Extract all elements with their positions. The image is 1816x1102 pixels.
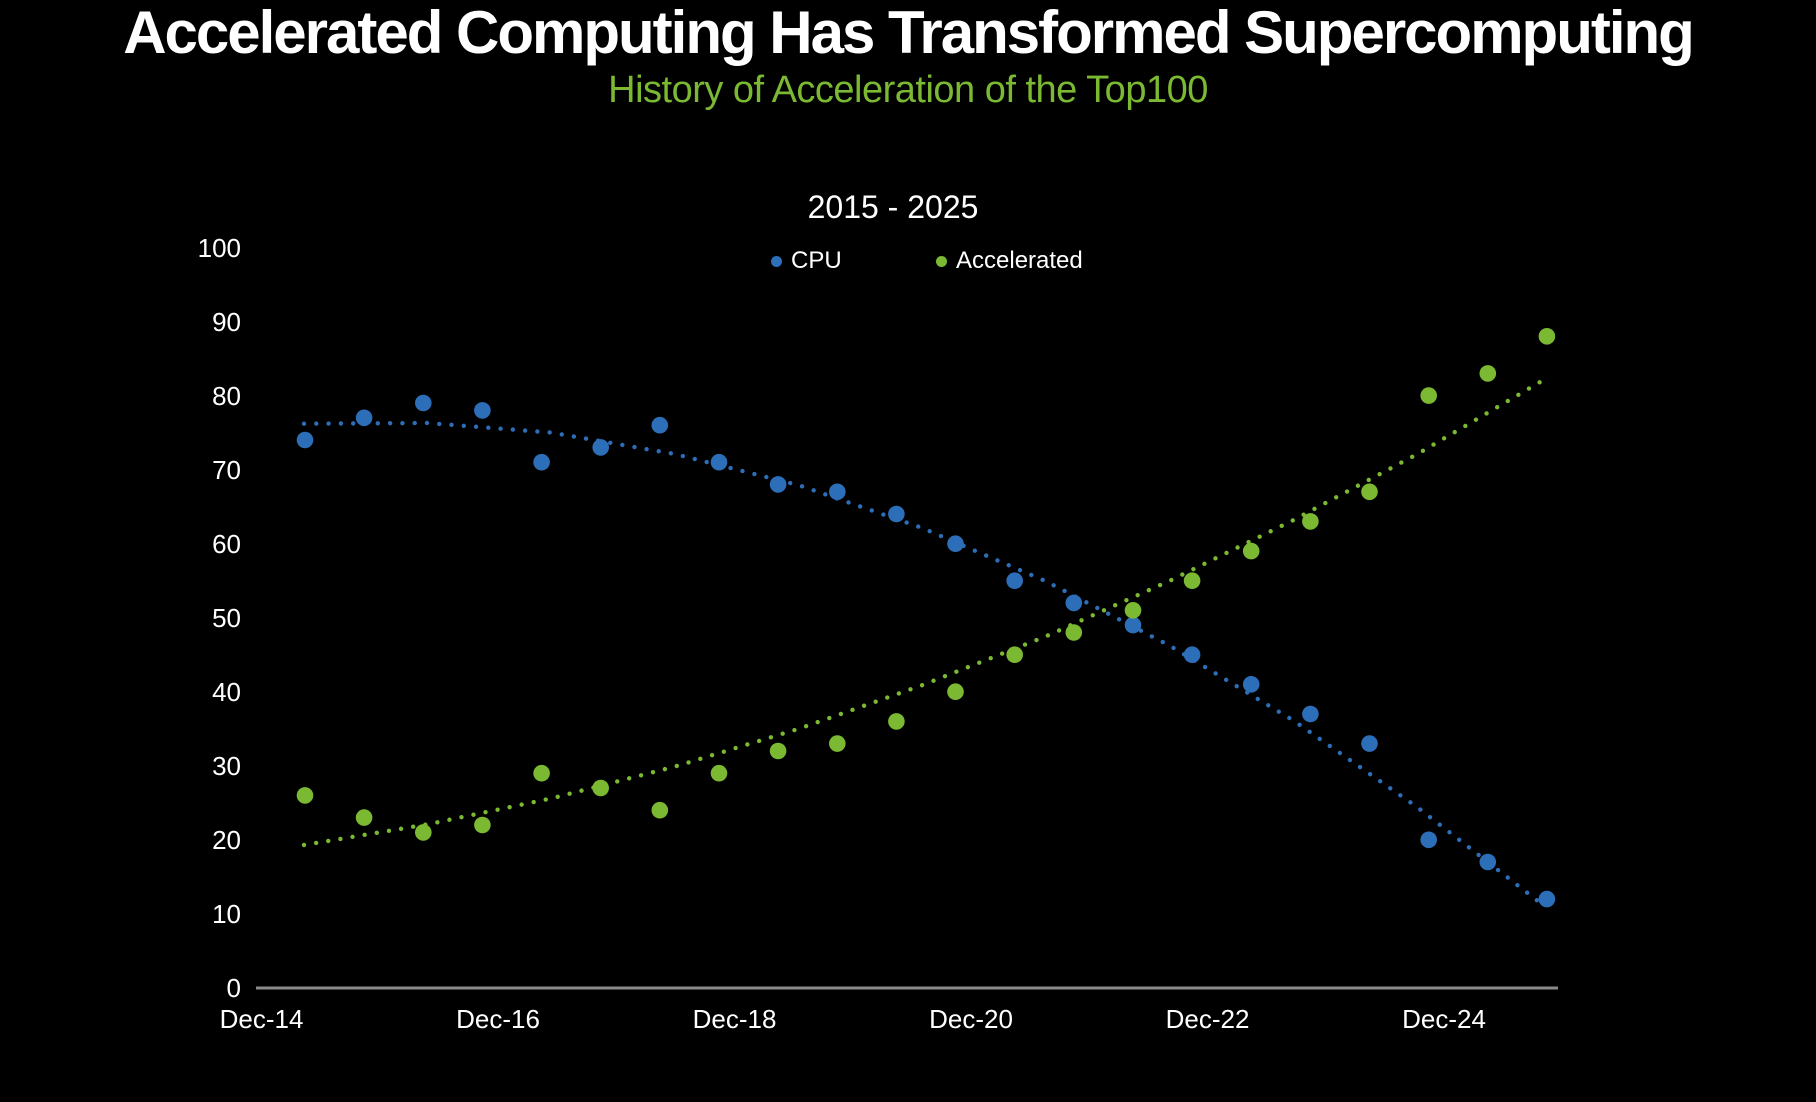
data-point-cpu: [947, 535, 964, 552]
data-point-accelerated: [296, 787, 314, 804]
accelerated-trend-line: [301, 379, 1544, 848]
data-point-accelerated: [592, 779, 609, 797]
data-point-accelerated: [415, 824, 432, 841]
y-tick-label: 80: [212, 380, 241, 411]
data-point-accelerated: [1124, 602, 1142, 619]
data-point-cpu: [355, 409, 373, 427]
data-point-cpu: [1124, 616, 1142, 634]
data-point-accelerated: [533, 764, 550, 782]
y-tick-label: 0: [226, 972, 241, 1003]
data-point-cpu: [296, 431, 314, 449]
data-point-accelerated: [829, 735, 846, 752]
data-point-cpu: [474, 402, 491, 419]
y-tick-label: 60: [212, 528, 241, 559]
data-point-cpu: [533, 453, 550, 471]
legend-item-accelerated: Accelerated: [936, 248, 1083, 274]
data-point-cpu: [829, 483, 846, 501]
data-point-cpu: [592, 439, 609, 456]
data-point-cpu: [769, 476, 787, 493]
legend-item-cpu: CPU: [771, 248, 842, 274]
data-point-accelerated: [1065, 624, 1083, 641]
data-point-cpu: [1361, 735, 1378, 752]
data-point-cpu: [1479, 853, 1497, 871]
x-tick-label: Dec-20: [929, 1004, 1013, 1034]
data-point-accelerated: [1420, 387, 1437, 404]
data-point-accelerated: [1183, 572, 1201, 589]
x-tick-label: Dec-14: [219, 1004, 304, 1034]
legend-marker-icon: [771, 255, 782, 267]
data-point-cpu: [1183, 646, 1201, 663]
data-point-cpu: [1065, 594, 1083, 612]
legend-label: Accelerated: [956, 247, 1083, 274]
data-point-cpu: [710, 453, 728, 471]
data-point-cpu: [1006, 572, 1023, 589]
data-point-accelerated: [1361, 483, 1378, 501]
data-point-accelerated: [474, 816, 491, 834]
y-tick-label: 10: [212, 898, 241, 929]
chart-range-label: 2015 - 2025: [807, 189, 979, 225]
x-tick-label: Dec-16: [456, 1004, 540, 1034]
legend-marker-icon: [936, 255, 947, 267]
data-point-cpu: [651, 416, 669, 434]
data-point-accelerated: [355, 809, 373, 826]
data-point-cpu: [1242, 676, 1260, 693]
data-point-accelerated: [1242, 542, 1260, 560]
y-tick-label: 30: [212, 750, 241, 781]
data-point-accelerated: [1538, 328, 1556, 345]
y-tick-label: 20: [212, 824, 241, 855]
x-tick-label: Dec-22: [1165, 1004, 1250, 1034]
x-tick-label: Dec-24: [1402, 1004, 1486, 1034]
y-tick-label: 100: [197, 232, 241, 263]
data-point-accelerated: [651, 801, 669, 819]
data-point-cpu: [415, 394, 432, 412]
page-subtitle: History of Acceleration of the Top100: [608, 69, 1208, 111]
x-axis-line: [256, 986, 1558, 990]
data-point-cpu: [888, 505, 905, 523]
data-point-accelerated: [888, 713, 905, 730]
data-point-accelerated: [1479, 365, 1497, 382]
x-tick-label: Dec-18: [692, 1004, 777, 1034]
data-point-accelerated: [1006, 646, 1023, 663]
y-tick-label: 70: [212, 454, 241, 485]
page-title: Accelerated Computing Has Transformed Su…: [123, 0, 1695, 66]
data-point-cpu: [1302, 705, 1319, 723]
data-point-accelerated: [1302, 513, 1319, 530]
y-tick-label: 40: [212, 676, 241, 707]
data-point-accelerated: [769, 742, 787, 760]
data-point-cpu: [1538, 890, 1556, 908]
legend-label: CPU: [791, 247, 842, 274]
cpu-trend-line: [301, 420, 1544, 906]
data-point-accelerated: [710, 764, 728, 782]
y-tick-label: 50: [212, 602, 241, 633]
data-point-cpu: [1420, 831, 1437, 849]
y-tick-label: 90: [212, 306, 241, 337]
data-point-accelerated: [947, 683, 964, 700]
